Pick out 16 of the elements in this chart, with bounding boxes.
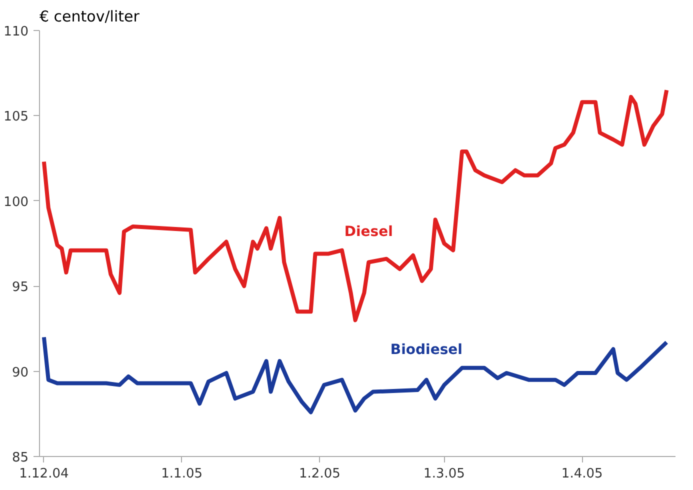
y-tick-label: 95 xyxy=(12,280,29,296)
y-tick-label: 110 xyxy=(4,24,29,40)
y-tick-label: 85 xyxy=(12,450,29,466)
series-label: Diesel xyxy=(344,224,393,240)
x-tick-label: 1.2.05 xyxy=(299,466,340,482)
y-tick-label: 90 xyxy=(12,365,29,380)
x-tick-label: 1.4.05 xyxy=(561,466,603,482)
series-label: Biodiesel xyxy=(390,342,462,358)
x-tick-label: 1.1.05 xyxy=(161,466,203,482)
line-series xyxy=(42,335,669,414)
x-tick-label: 1.3.05 xyxy=(424,466,465,482)
y-tick-label: 100 xyxy=(4,194,29,210)
y-tick-label: 105 xyxy=(4,110,29,125)
line-series xyxy=(42,88,669,322)
y-axis-title: € centov/liter xyxy=(40,8,140,26)
x-tick-label: 1.12.04 xyxy=(19,466,69,482)
